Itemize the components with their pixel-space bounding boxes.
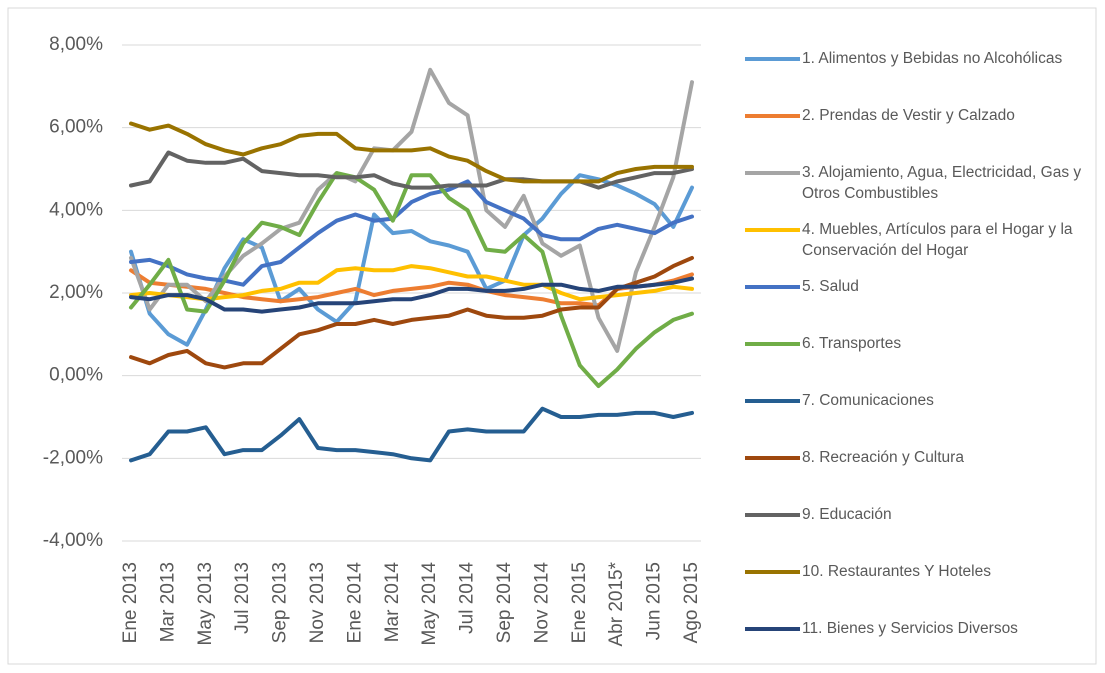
x-tick-label: Jul 2014 bbox=[457, 562, 478, 634]
legend-item: 11. Bienes y Servicios Diversos bbox=[745, 618, 1095, 673]
x-tick-label: Sep 2013 bbox=[270, 562, 291, 643]
legend: 1. Alimentos y Bebidas no Alcohólicas 2. … bbox=[745, 48, 1095, 673]
legend-item: 3. Alojamiento, Agua, Electricidad, Gas … bbox=[745, 162, 1095, 219]
series-line bbox=[129, 150, 694, 190]
y-tick-label: 6,00% bbox=[49, 117, 103, 138]
legend-label: 9. Educación bbox=[802, 506, 892, 523]
x-tick-label: Mar 2014 bbox=[382, 562, 403, 643]
legend-swatch bbox=[745, 171, 800, 175]
x-tick-label: Jul 2013 bbox=[232, 562, 253, 634]
x-tick-label: May 2014 bbox=[419, 562, 440, 646]
series-line bbox=[129, 171, 694, 388]
x-tick-label: Abr 2015* bbox=[606, 561, 627, 646]
legend-item: 4. Muebles, Artículos para el Hogar y la… bbox=[745, 219, 1095, 276]
legend-label: 2. Prendas de Vestir y Calzado bbox=[802, 107, 1015, 124]
legend-label: 5. Salud bbox=[802, 278, 859, 295]
series-line bbox=[129, 255, 694, 370]
x-tick-label: Ago 2015 bbox=[681, 562, 702, 643]
legend-item: 5. Salud bbox=[745, 276, 1095, 333]
legend-label: 7. Comunicaciones bbox=[802, 392, 934, 409]
x-tick-label: Sep 2014 bbox=[494, 562, 515, 644]
legend-label: 8. Recreación y Cultura bbox=[802, 449, 964, 466]
legend-swatch bbox=[745, 513, 800, 517]
legend-item: 7. Comunicaciones bbox=[745, 390, 1095, 447]
legend-item: 9. Educación bbox=[745, 504, 1095, 561]
legend-label: 3. Alojamiento, Agua, Electricidad, Gas … bbox=[802, 164, 1082, 202]
legend-label: 10. Restaurantes Y Hoteles bbox=[802, 563, 991, 580]
x-tick-label: Nov 2013 bbox=[307, 562, 328, 643]
legend-label: 4. Muebles, Artículos para el Hogar y la… bbox=[802, 221, 1073, 259]
y-tick-label: 8,00% bbox=[49, 34, 103, 55]
x-tick-label: Ene 2013 bbox=[120, 562, 141, 643]
legend-swatch bbox=[745, 114, 800, 118]
y-tick-label: 2,00% bbox=[49, 282, 103, 303]
legend-label: 11. Bienes y Servicios Diversos bbox=[802, 620, 1018, 637]
legend-item: 8. Recreación y Cultura bbox=[745, 447, 1095, 504]
series-line bbox=[129, 406, 694, 463]
x-tick-label: Ene 2014 bbox=[344, 562, 365, 644]
y-tick-label: -4,00% bbox=[43, 530, 103, 551]
y-tick-label: 0,00% bbox=[49, 365, 103, 386]
series-line bbox=[129, 276, 694, 314]
legend-swatch bbox=[745, 399, 800, 403]
legend-label: 6. Transportes bbox=[802, 335, 902, 352]
x-tick-label: Ene 2015 bbox=[569, 562, 590, 643]
y-tick-label: 4,00% bbox=[49, 199, 103, 220]
legend-swatch bbox=[745, 57, 800, 61]
legend-swatch bbox=[745, 456, 800, 460]
x-tick-label: Jun 2015 bbox=[644, 562, 665, 640]
series-line bbox=[129, 121, 694, 184]
legend-item: 6. Transportes bbox=[745, 333, 1095, 390]
legend-item: 1. Alimentos y Bebidas no Alcohólicas bbox=[745, 48, 1095, 105]
x-tick-label: Mar 2013 bbox=[157, 562, 178, 642]
legend-swatch bbox=[745, 627, 800, 631]
legend-label: 1. Alimentos y Bebidas no Alcohólicas bbox=[802, 50, 1063, 67]
series-line bbox=[129, 264, 694, 302]
legend-item: 2. Prendas de Vestir y Calzado bbox=[745, 105, 1095, 162]
x-tick-label: May 2013 bbox=[195, 562, 216, 645]
legend-swatch bbox=[745, 285, 800, 289]
x-tick-label: Nov 2014 bbox=[531, 562, 552, 644]
y-tick-label: -2,00% bbox=[43, 447, 103, 468]
legend-swatch bbox=[745, 342, 800, 346]
legend-item: 10. Restaurantes Y Hoteles bbox=[745, 561, 1095, 618]
chart-border bbox=[7, 7, 1097, 665]
legend-swatch bbox=[745, 228, 800, 232]
legend-swatch bbox=[745, 570, 800, 574]
